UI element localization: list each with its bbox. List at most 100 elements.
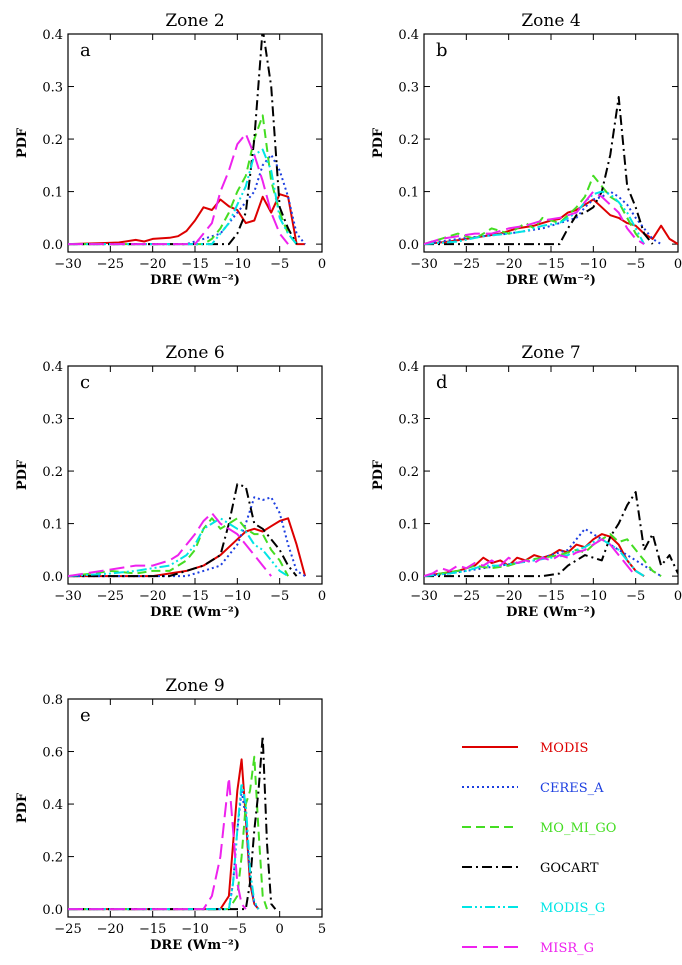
x-tick-label: −30 (410, 257, 437, 272)
x-tick-label: −15 (537, 589, 564, 604)
series-line-modis (424, 533, 645, 578)
x-tick-label: −10 (580, 257, 607, 272)
panel-title: Zone 9 (165, 676, 224, 696)
x-tick-label: −30 (410, 589, 437, 604)
legend-label-mo_mi_go: MO_MI_GO (540, 821, 616, 836)
y-tick-label: 0.4 (42, 28, 63, 43)
y-tick-label: 0.2 (398, 133, 419, 148)
series-line-modis_g (68, 517, 289, 578)
y-tick-label: 0.2 (42, 133, 63, 148)
panel-c: Zone 6 c −30 −25 −20 −15 −10 −5 0 0.0 0.1 0.2 0.3 0.4… (15, 343, 326, 620)
y-tick-label: 0.2 (42, 465, 63, 480)
x-tick-label: −10 (181, 922, 208, 937)
x-tick-label: −30 (54, 257, 81, 272)
y-tick-label: 0.8 (42, 693, 63, 708)
series-line-gocart (424, 491, 678, 578)
y-tick-label: 0.0 (42, 570, 63, 585)
panel-b: Zone 4 b −30 −25 −20 −15 −10 −5 0 0.0 0.1 0.2 0.3 0.4… (371, 11, 682, 288)
series-line-gocart (68, 34, 298, 246)
y-tick-label: 0.1 (42, 186, 63, 201)
x-tick-label: −20 (97, 922, 124, 937)
x-tick-label: −20 (139, 257, 166, 272)
y-tick-label: 0.0 (398, 570, 419, 585)
x-axis-label: DRE (Wm⁻²) (150, 938, 240, 953)
series-line-ceres_a (68, 153, 306, 246)
x-tick-label: −5 (270, 589, 289, 604)
x-tick-label: −25 (97, 589, 124, 604)
series-line-mo_mi_go (424, 533, 662, 578)
x-tick-label: −25 (97, 257, 124, 272)
x-tick-label: 0 (318, 589, 326, 604)
x-axis-label: DRE (Wm⁻²) (506, 605, 596, 620)
panel-letter: e (80, 705, 91, 726)
panel-title: Zone 4 (521, 11, 580, 31)
y-axis-label: PDF (15, 127, 30, 158)
panel-letter: a (80, 40, 91, 61)
legend-label-modis: MODIS (540, 741, 588, 756)
x-tick-label: 5 (318, 922, 326, 937)
x-tick-label: −10 (580, 589, 607, 604)
y-tick-label: 0.3 (398, 413, 419, 428)
x-tick-label: 0 (674, 589, 682, 604)
y-tick-label: 0.3 (398, 81, 419, 96)
y-tick-label: 0.0 (42, 238, 63, 253)
y-tick-label: 0.0 (42, 903, 63, 918)
y-tick-label: 0.4 (42, 360, 63, 375)
x-tick-label: −10 (224, 257, 251, 272)
series-line-modis_g (68, 782, 260, 911)
panel-title: Zone 2 (165, 11, 224, 31)
series-line-misr_g (424, 538, 637, 578)
x-tick-label: −20 (495, 589, 522, 604)
axes-frame (423, 365, 679, 585)
series-line-misr_g (68, 776, 247, 911)
x-tick-label: 0 (276, 922, 284, 937)
panel-title: Zone 7 (521, 343, 580, 363)
x-tick-label: −15 (139, 922, 166, 937)
y-tick-label: 0.1 (398, 186, 419, 201)
series-line-misr_g (424, 190, 645, 246)
series-line-gocart (68, 734, 277, 911)
panel-letter: d (436, 372, 448, 393)
series-line-misr_g (68, 132, 289, 246)
legend-label-gocart: GOCART (540, 861, 599, 876)
series-line-mo_mi_go (68, 755, 268, 911)
x-tick-label: −20 (139, 589, 166, 604)
y-tick-label: 0.1 (42, 518, 63, 533)
series-line-ceres_a (68, 496, 306, 578)
panel-e: Zone 9 e −25 −20 −15 −10 −5 0 5 0.0 0.2 0.4 0.6 0.8 DR… (15, 676, 326, 953)
x-tick-label: −25 (54, 922, 81, 937)
y-tick-label: 0.3 (42, 413, 63, 428)
series-line-misr_g (68, 512, 272, 578)
x-tick-label: −15 (181, 589, 208, 604)
x-tick-label: −25 (453, 257, 480, 272)
y-axis-label: PDF (15, 459, 30, 490)
x-tick-label: −20 (495, 257, 522, 272)
y-axis-label: PDF (15, 792, 30, 823)
series-line-mo_mi_go (424, 174, 645, 246)
panel-letter: b (436, 40, 448, 61)
series-line-ceres_a (424, 527, 662, 578)
legend: MODIS CERES_A MO_MI_GO GOCART MODIS_G MISR_G (462, 741, 616, 956)
x-tick-label: −30 (54, 589, 81, 604)
axes-frame (67, 698, 323, 918)
x-tick-label: 0 (318, 257, 326, 272)
panel-letter: c (80, 372, 90, 393)
x-tick-label: 0 (674, 257, 682, 272)
series-line-modis_g (424, 190, 645, 246)
x-tick-label: −10 (224, 589, 251, 604)
series-line-modis (68, 517, 307, 578)
y-axis-label: PDF (371, 459, 386, 490)
x-tick-label: −15 (181, 257, 208, 272)
y-tick-label: 0.4 (398, 28, 419, 43)
series-line-modis (68, 193, 306, 246)
series-line-mo_mi_go (68, 114, 298, 246)
y-tick-label: 0.4 (42, 798, 63, 813)
y-axis-label: PDF (371, 127, 386, 158)
panel-d: Zone 7 d −30 −25 −20 −15 −10 −5 0 0.0 0.1 0.2 0.3 0.4… (371, 343, 682, 620)
x-axis-label: DRE (Wm⁻²) (506, 273, 596, 288)
x-tick-label: −5 (228, 922, 247, 937)
y-tick-label: 0.4 (398, 360, 419, 375)
series-line-mo_mi_go (68, 517, 289, 578)
series-line-modis_g (68, 148, 298, 246)
